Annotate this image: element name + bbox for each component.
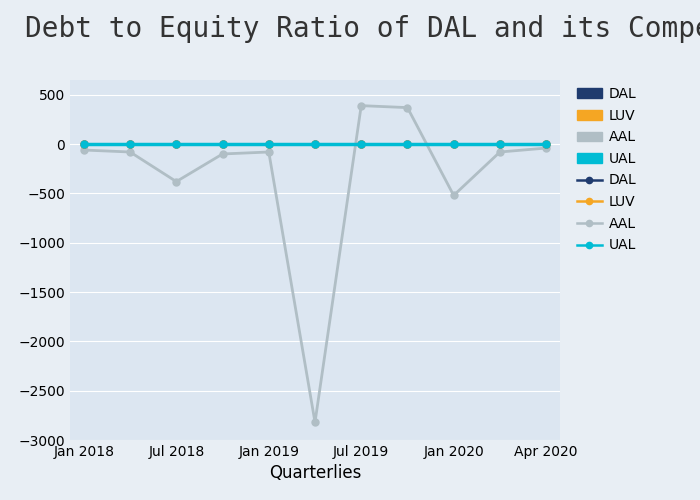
X-axis label: Quarterlies: Quarterlies: [269, 464, 361, 482]
Text: Debt to Equity Ratio of DAL and its Competitors: Debt to Equity Ratio of DAL and its Comp…: [25, 15, 700, 43]
Legend: DAL, LUV, AAL, UAL, DAL, LUV, AAL, UAL: DAL, LUV, AAL, UAL, DAL, LUV, AAL, UAL: [577, 87, 636, 252]
